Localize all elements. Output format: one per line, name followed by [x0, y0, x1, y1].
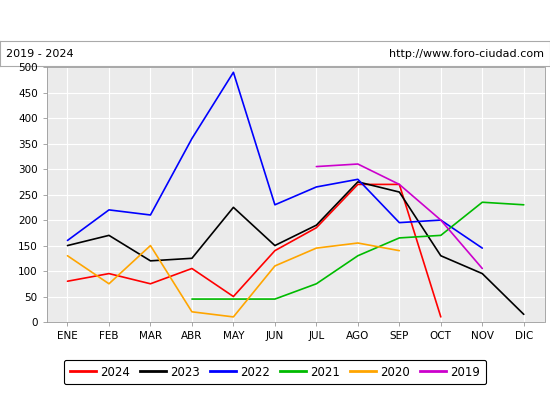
Text: http://www.foro-ciudad.com: http://www.foro-ciudad.com: [389, 49, 544, 59]
Text: Evolucion Nº Turistas Nacionales en el municipio de Amavida: Evolucion Nº Turistas Nacionales en el m…: [46, 14, 504, 28]
Text: 2019 - 2024: 2019 - 2024: [6, 49, 73, 59]
Legend: 2024, 2023, 2022, 2021, 2020, 2019: 2024, 2023, 2022, 2021, 2020, 2019: [64, 360, 486, 384]
